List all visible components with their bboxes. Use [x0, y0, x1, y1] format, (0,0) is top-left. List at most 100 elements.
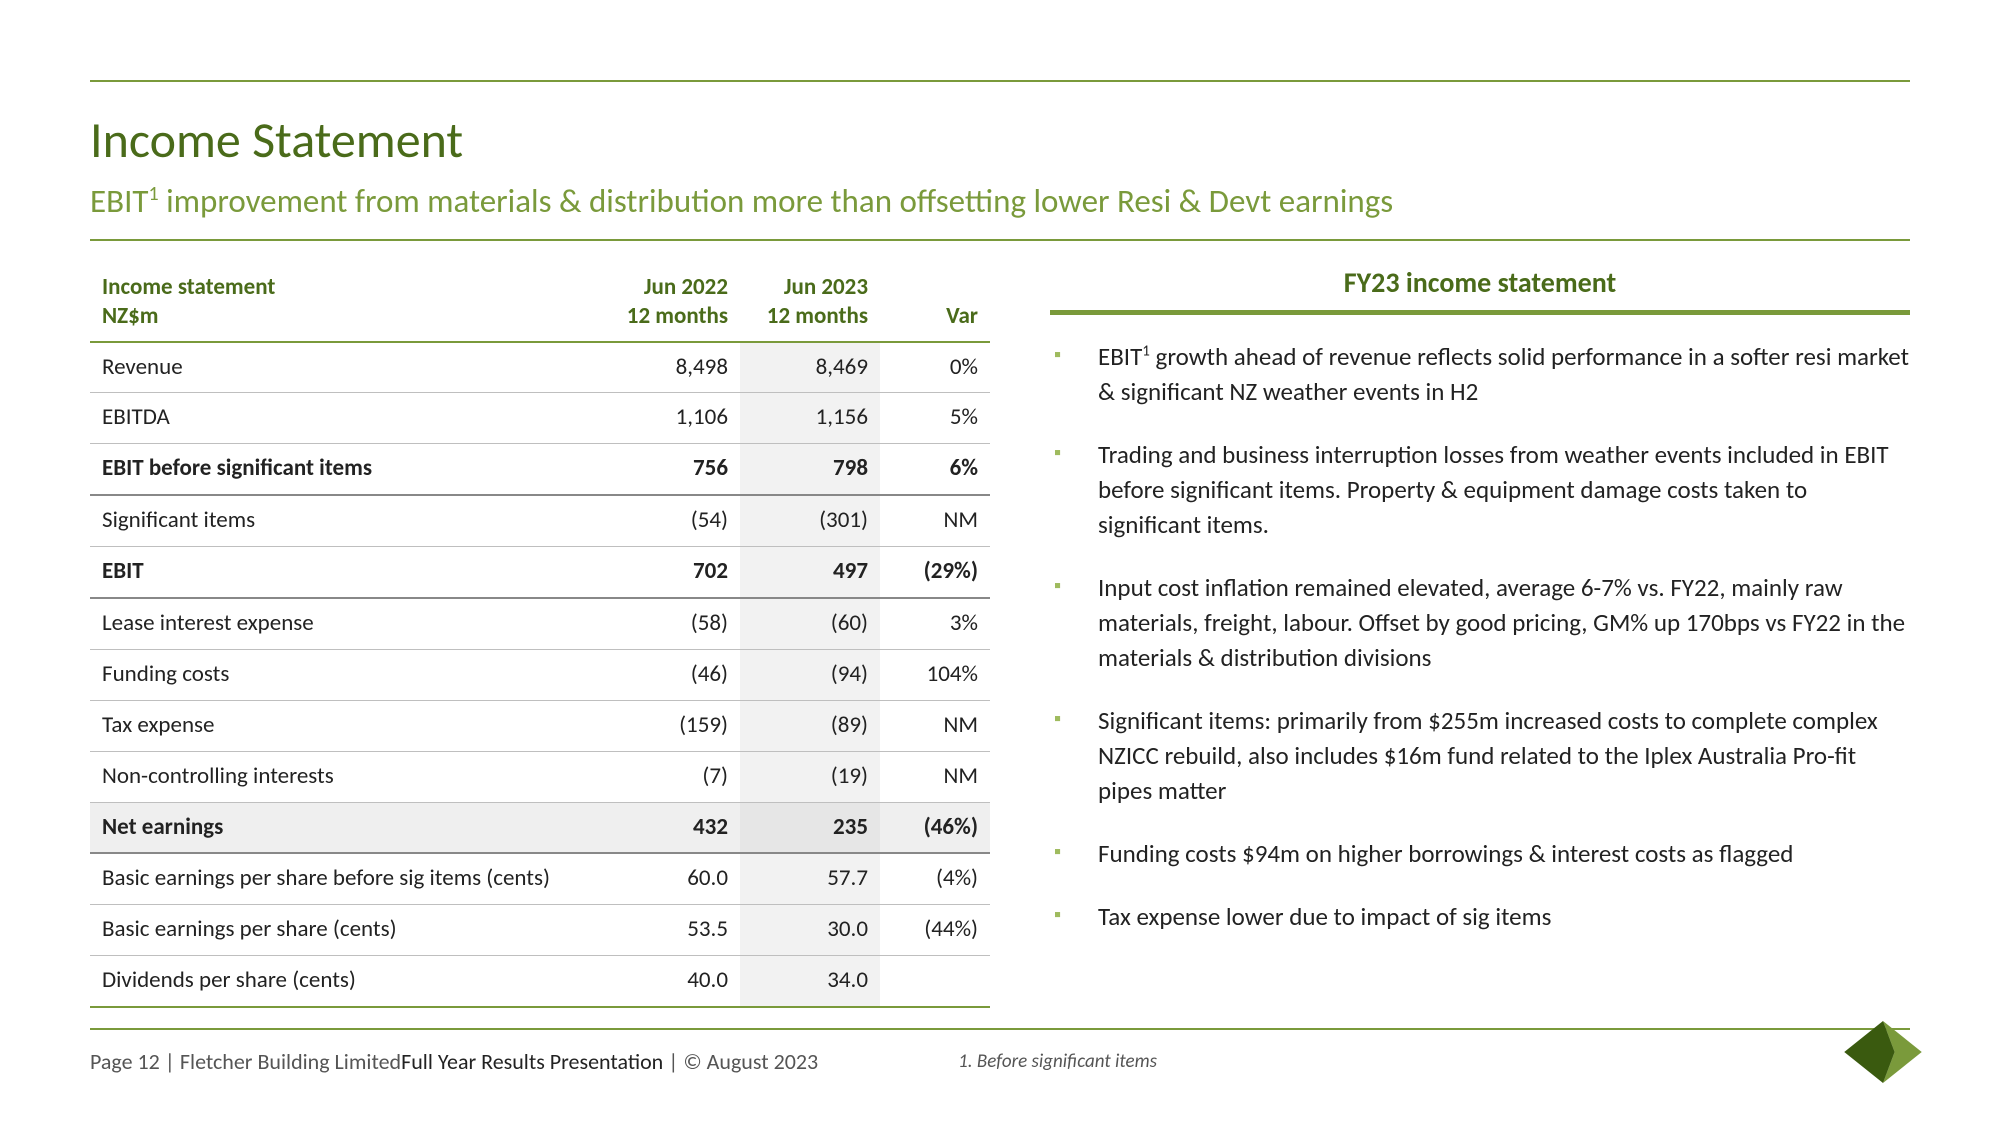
- table-row: Funding costs(46)(94)104%: [90, 649, 990, 700]
- table-row: Revenue8,4988,4690%: [90, 342, 990, 393]
- th-col2-line1: Jun 2023: [784, 273, 868, 301]
- row-label: Non-controlling interests: [90, 751, 600, 802]
- bullet-item: Tax expense lower due to impact of sig i…: [1050, 899, 1910, 934]
- th-jun-2023: Jun 2023 12 months: [740, 265, 880, 342]
- row-label: Funding costs: [90, 649, 600, 700]
- row-value: 8,469: [740, 342, 880, 393]
- bullet-item: Trading and business interruption losses…: [1050, 437, 1910, 542]
- row-value: 0%: [880, 342, 990, 393]
- table-row: Net earnings432235(46%): [90, 802, 990, 853]
- th-col1-line2: 12 months: [627, 302, 728, 330]
- table-row: Dividends per share (cents)40.034.0: [90, 956, 990, 1007]
- row-value: (58): [600, 598, 740, 649]
- row-value: (46%): [880, 802, 990, 853]
- row-label: EBIT: [90, 547, 600, 598]
- row-value: [880, 956, 990, 1007]
- row-value: (159): [600, 700, 740, 751]
- table-row: Basic earnings per share (cents)53.530.0…: [90, 905, 990, 956]
- th-jun-2022: Jun 2022 12 months: [600, 265, 740, 342]
- bullet-item: Funding costs $94m on higher borrowings …: [1050, 836, 1910, 871]
- row-value: 57.7: [740, 853, 880, 904]
- row-value: 702: [600, 547, 740, 598]
- footer-page: Page 12: [90, 1048, 160, 1075]
- row-label: Significant items: [90, 495, 600, 546]
- bullet-item: EBIT1 growth ahead of revenue reflects s…: [1050, 339, 1910, 409]
- row-value: (7): [600, 751, 740, 802]
- row-label: Lease interest expense: [90, 598, 600, 649]
- th-label-line1: Income statement: [102, 273, 275, 301]
- row-value: NM: [880, 751, 990, 802]
- table-row: Lease interest expense(58)(60)3%: [90, 598, 990, 649]
- row-value: 40.0: [600, 956, 740, 1007]
- income-statement-table: Income statement NZ$m Jun 2022 12 months…: [90, 265, 990, 1008]
- footer: Page 12 | Fletcher Building Limited Full…: [90, 1028, 1910, 1075]
- row-value: 1,156: [740, 393, 880, 444]
- row-value: (60): [740, 598, 880, 649]
- row-value: (94): [740, 649, 880, 700]
- row-value: 3%: [880, 598, 990, 649]
- row-value: (29%): [880, 547, 990, 598]
- row-label: Net earnings: [90, 802, 600, 853]
- footer-sep: |: [160, 1048, 180, 1075]
- th-var: Var: [880, 265, 990, 342]
- row-label: Basic earnings per share (cents): [90, 905, 600, 956]
- row-value: 6%: [880, 444, 990, 495]
- th-col2-line2: 12 months: [767, 302, 868, 330]
- company-logo: [1844, 1021, 1922, 1083]
- row-label: Revenue: [90, 342, 600, 393]
- row-label: Basic earnings per share before sig item…: [90, 853, 600, 904]
- row-value: 235: [740, 802, 880, 853]
- row-value: (19): [740, 751, 880, 802]
- table-row: EBIT702497(29%): [90, 547, 990, 598]
- sidebar-title: FY23 income statement: [1050, 265, 1910, 315]
- table-row: Non-controlling interests(7)(19)NM: [90, 751, 990, 802]
- row-value: (44%): [880, 905, 990, 956]
- footer-sep2: |: [663, 1048, 683, 1075]
- subtitle-post: improvement from materials & distributio…: [159, 181, 1394, 221]
- table-row: EBITDA1,1061,1565%: [90, 393, 990, 444]
- row-value: (46): [600, 649, 740, 700]
- row-value: 432: [600, 802, 740, 853]
- row-value: 8,498: [600, 342, 740, 393]
- row-value: (54): [600, 495, 740, 546]
- row-label: Tax expense: [90, 700, 600, 751]
- row-value: NM: [880, 495, 990, 546]
- row-value: 756: [600, 444, 740, 495]
- table-row: Tax expense(159)(89)NM: [90, 700, 990, 751]
- page-title: Income Statement: [90, 110, 1910, 171]
- bullet-item: Input cost inflation remained elevated, …: [1050, 570, 1910, 675]
- bullet-item: Significant items: primarily from $255m …: [1050, 703, 1910, 808]
- footer-presentation: Full Year Results Presentation: [401, 1048, 663, 1075]
- footer-company: Fletcher Building Limited: [180, 1048, 401, 1075]
- subtitle-pre: EBIT: [90, 181, 148, 221]
- th-label: Income statement NZ$m: [90, 265, 600, 342]
- row-value: 5%: [880, 393, 990, 444]
- row-value: 104%: [880, 649, 990, 700]
- row-label: Dividends per share (cents): [90, 956, 600, 1007]
- row-value: NM: [880, 700, 990, 751]
- row-value: 30.0: [740, 905, 880, 956]
- th-col1-line1: Jun 2022: [644, 273, 728, 301]
- row-value: 1,106: [600, 393, 740, 444]
- top-rule: [90, 80, 1910, 82]
- table-row: Basic earnings per share before sig item…: [90, 853, 990, 904]
- page-subtitle: EBIT1 improvement from materials & distr…: [90, 181, 1910, 221]
- th-label-line2: NZ$m: [102, 302, 159, 330]
- table-row: EBIT before significant items7567986%: [90, 444, 990, 495]
- row-value: 60.0: [600, 853, 740, 904]
- footer-footnote: 1. Before significant items: [958, 1050, 1157, 1073]
- mid-rule: [90, 239, 1910, 241]
- row-value: 497: [740, 547, 880, 598]
- sidebar-bullets: EBIT1 growth ahead of revenue reflects s…: [1050, 339, 1910, 934]
- table-row: Significant items(54)(301)NM: [90, 495, 990, 546]
- row-value: 53.5: [600, 905, 740, 956]
- footer-date: © August 2023: [683, 1048, 818, 1075]
- row-value: 34.0: [740, 956, 880, 1007]
- subtitle-superscript: 1: [148, 182, 158, 206]
- row-value: 798: [740, 444, 880, 495]
- row-value: (4%): [880, 853, 990, 904]
- row-value: (301): [740, 495, 880, 546]
- row-label: EBITDA: [90, 393, 600, 444]
- row-label: EBIT before significant items: [90, 444, 600, 495]
- row-value: (89): [740, 700, 880, 751]
